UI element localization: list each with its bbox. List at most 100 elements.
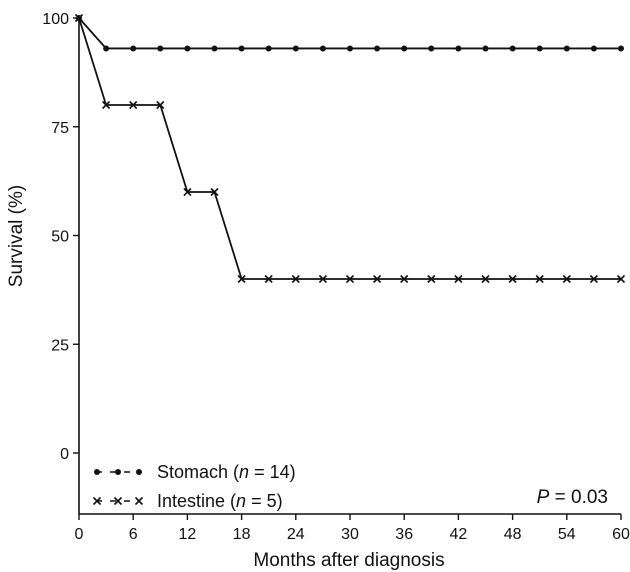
legend-marker-stomach-2	[136, 469, 142, 475]
point-intestine-45	[481, 274, 490, 284]
legend-marker-intestine-0	[92, 496, 102, 506]
legend-stomach-n-text: = 14	[249, 462, 290, 482]
x-tick-label-0: 0	[75, 526, 84, 543]
legend: Stomach (n = 14) Intestine (n = 5)	[92, 462, 296, 511]
point-stomach-9	[157, 45, 164, 52]
legend-marker-stomach-0	[94, 469, 100, 475]
point-intestine-60	[616, 274, 626, 284]
point-intestine-54-b	[562, 274, 571, 284]
point-intestine-3-b	[102, 100, 111, 110]
point-intestine-15	[210, 187, 219, 197]
legend-item-intestine: Intestine (n = 5)	[92, 491, 283, 511]
point-intestine-18	[237, 274, 246, 284]
point-intestine-36-b	[400, 274, 409, 284]
series-stomach	[76, 15, 624, 52]
x-tick-label-30: 30	[341, 526, 359, 543]
legend-label-stomach: Stomach (n = 14)	[157, 462, 296, 482]
point-intestine-48-b	[508, 274, 517, 284]
point-stomach-18	[238, 45, 245, 52]
point-intestine-6	[129, 100, 138, 110]
point-intestine-21	[264, 274, 273, 284]
x-tick-label-42: 42	[450, 526, 468, 543]
point-intestine-57	[589, 274, 598, 284]
point-stomach-54	[563, 45, 570, 52]
y-tick-label-0: 0	[60, 446, 69, 463]
point-stomach-42	[455, 45, 462, 52]
point-intestine-9	[156, 100, 165, 110]
axes: 0 6 12 18 24 30 36 42 48 54 60 0 25 50 75 100	[42, 11, 630, 543]
legend-item-stomach: Stomach (n = 14)	[94, 462, 296, 482]
p-value-text: = 0.03	[549, 487, 608, 508]
legend-marker-intestine-2-b	[134, 496, 144, 506]
series-intestine	[74, 13, 626, 284]
point-stomach-12	[184, 45, 191, 52]
legend-intestine-n-text: = 5	[246, 491, 277, 511]
point-intestine-39	[427, 274, 436, 284]
x-tick-label-60: 60	[612, 526, 630, 543]
point-stomach-45	[482, 45, 489, 52]
legend-symbol-stomach	[94, 469, 142, 475]
point-intestine-54	[562, 274, 571, 284]
legend-label-intestine: Intestine (n = 5)	[157, 491, 283, 511]
y-tick-label-75: 75	[51, 120, 69, 137]
point-stomach-36	[401, 45, 408, 52]
point-intestine-30-b	[345, 274, 355, 284]
legend-stomach-n-label: n	[239, 462, 249, 482]
point-intestine-18-b	[237, 274, 246, 284]
y-tick-label-100: 100	[42, 11, 69, 28]
legend-marker-intestine-0-b	[92, 496, 102, 506]
point-intestine-57-b	[589, 274, 598, 284]
point-stomach-15	[211, 45, 218, 52]
p-value-annotation: P = 0.03	[537, 487, 608, 508]
point-stomach-60	[618, 45, 624, 52]
x-tick-label-48: 48	[504, 526, 522, 543]
point-intestine-51	[535, 274, 544, 284]
point-stomach-21	[265, 45, 272, 52]
point-stomach-27	[319, 45, 326, 52]
point-intestine-27-b	[318, 274, 327, 284]
point-intestine-24-b	[291, 274, 300, 284]
y-tick-label-25: 25	[51, 337, 69, 354]
point-intestine-48	[508, 274, 517, 284]
point-intestine-33	[373, 274, 382, 284]
point-intestine-15-b	[210, 187, 219, 197]
point-intestine-6-b	[129, 100, 138, 110]
point-stomach-6	[130, 45, 137, 52]
y-axis-label: Survival (%)	[6, 185, 27, 287]
legend-intestine-name: Intestine	[157, 491, 225, 511]
series-line-stomach	[78, 17, 621, 50]
x-axis-label: Months after diagnosis	[253, 550, 444, 571]
point-intestine-36	[400, 274, 409, 284]
point-intestine-12-b	[183, 187, 192, 197]
x-tick-label-36: 36	[395, 526, 413, 543]
point-intestine-27	[318, 274, 327, 284]
point-intestine-42	[454, 274, 463, 284]
point-intestine-21-b	[264, 274, 273, 284]
x-tick-label-24: 24	[287, 526, 305, 543]
legend-stomach-name: Stomach	[157, 462, 228, 482]
point-intestine-60-b	[616, 274, 626, 284]
point-stomach-24	[292, 45, 299, 52]
point-stomach-33	[374, 45, 381, 52]
x-tick-label-18: 18	[233, 526, 251, 543]
point-intestine-9-b	[156, 100, 165, 110]
point-intestine-24	[291, 274, 300, 284]
point-stomach-39	[428, 45, 435, 52]
p-value-label: P	[537, 487, 550, 508]
point-stomach-57	[590, 45, 597, 52]
legend-marker-intestine-2	[134, 496, 144, 506]
point-intestine-30	[345, 274, 355, 284]
series-line-intestine	[78, 17, 621, 280]
legend-marker-intestine-1-b	[113, 496, 123, 506]
point-intestine-3	[102, 100, 111, 110]
y-tick-label-50: 50	[51, 229, 69, 246]
x-tick-label-6: 6	[129, 526, 138, 543]
point-intestine-45-b	[481, 274, 490, 284]
x-tick-label-12: 12	[179, 526, 197, 543]
point-stomach-30	[347, 45, 353, 52]
point-stomach-48	[509, 45, 516, 52]
x-tick-label-54: 54	[558, 526, 576, 543]
series-group	[74, 13, 626, 284]
point-intestine-12	[183, 187, 192, 197]
